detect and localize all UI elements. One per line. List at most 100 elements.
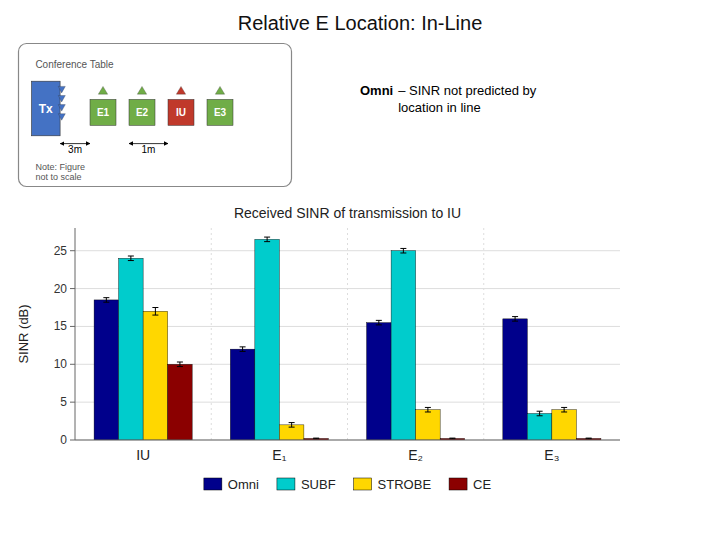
bar: [503, 319, 528, 440]
error-bar: [152, 308, 158, 316]
tick-mark: [70, 326, 75, 327]
annotation: Omni: [360, 83, 393, 98]
error-cap: [289, 427, 295, 428]
error-cap: [425, 411, 431, 412]
device-antenna: [176, 86, 185, 94]
device-label: E1: [97, 107, 110, 118]
error-cap: [425, 407, 431, 408]
error-cap: [561, 407, 567, 408]
error-line: [515, 317, 516, 322]
group-separator: [347, 228, 348, 440]
transmitter: [32, 81, 61, 136]
title: Relative E Location: In-Line: [238, 12, 483, 34]
device-label: E2: [136, 107, 149, 118]
distance-label: 1m: [142, 144, 156, 155]
text-line: Note: Figure: [35, 162, 85, 172]
diagram: Conference Table Tx E1 E2 IU E3 3m 1m Note: Figu…: [19, 44, 292, 187]
legend-swatch: [204, 478, 222, 490]
error-cap: [128, 256, 134, 257]
device-antenna: [98, 86, 107, 94]
bar: [279, 425, 304, 440]
error-line: [130, 256, 131, 261]
error-cap: [289, 422, 295, 423]
tick-mark: [70, 440, 75, 441]
error-bar: [449, 438, 455, 440]
error-line: [403, 248, 404, 253]
error-line: [155, 308, 156, 316]
legend-label: CE: [473, 477, 491, 492]
error-line: [267, 237, 268, 242]
tick-label: 0: [60, 433, 67, 447]
legend-label: STROBE: [378, 477, 432, 492]
y-axis: [75, 228, 76, 440]
error-cap: [103, 302, 109, 303]
error-bar: [586, 438, 592, 440]
error-cap: [586, 438, 592, 439]
error-bar: [289, 423, 295, 428]
device-antenna: [215, 86, 224, 94]
bar: [416, 410, 441, 440]
grid: [75, 228, 620, 440]
error-bar: [240, 347, 246, 352]
error-cap: [152, 307, 158, 308]
group-separator: [483, 228, 484, 440]
tick-label: 10: [54, 357, 68, 371]
error-bar: [376, 320, 382, 325]
device-label: IU: [176, 107, 186, 118]
error-cap: [400, 248, 406, 249]
error-line: [427, 407, 428, 412]
bar: [119, 258, 144, 440]
distance-label: 3m: [68, 144, 82, 155]
legend-label: SUBF: [301, 477, 336, 492]
error-cap: [537, 415, 543, 416]
error-bar: [425, 407, 431, 412]
error-line: [242, 347, 243, 352]
error-bar: [512, 317, 518, 322]
error-bar: [537, 411, 543, 416]
diagram-title: Conference Table: [35, 59, 114, 70]
error-bar: [400, 248, 406, 253]
chart: Relative E Location: In-Line Conference T…: [0, 0, 720, 540]
tick-label: 5: [60, 395, 67, 409]
error-cap: [586, 438, 592, 439]
legend-swatch: [277, 478, 295, 490]
error-bar: [561, 407, 567, 412]
y-axis-label: SINR (dB): [16, 304, 31, 363]
bar: [230, 349, 255, 440]
x-axis: [75, 440, 620, 441]
device-box: [207, 99, 233, 125]
error-line: [539, 411, 540, 416]
error-line: [564, 407, 565, 412]
error-cap: [449, 438, 455, 439]
group-separator: [211, 228, 212, 440]
legend-swatch: [354, 478, 372, 490]
error-line: [291, 423, 292, 428]
error-cap: [264, 237, 270, 238]
bar: [255, 239, 280, 440]
device-label: E3: [214, 107, 227, 118]
error-cap: [128, 260, 134, 261]
tick-label: 25: [54, 244, 68, 258]
tick-label: 15: [54, 319, 68, 333]
tick-mark: [70, 364, 75, 365]
grid-line: [75, 250, 620, 251]
text-line: not to scale: [35, 172, 81, 182]
error-bar: [313, 438, 319, 440]
error-cap: [400, 252, 406, 253]
tick-mark: [70, 288, 75, 289]
error-cap: [177, 362, 183, 363]
tick-mark: [70, 250, 75, 251]
error-cap: [537, 411, 543, 412]
transmitter-antenna: [58, 114, 65, 121]
category-label: E₁: [272, 447, 286, 463]
text-line: – SINR not predicted by: [398, 83, 537, 98]
category-label: IU: [136, 447, 150, 463]
transmitter-label: Tx: [39, 102, 53, 116]
legend-swatch: [449, 478, 467, 490]
error-cap: [512, 316, 518, 317]
error-cap: [103, 297, 109, 298]
bar: [94, 300, 119, 440]
bar: [527, 414, 552, 441]
bar: [367, 323, 392, 440]
category-label: E₂: [408, 447, 423, 463]
